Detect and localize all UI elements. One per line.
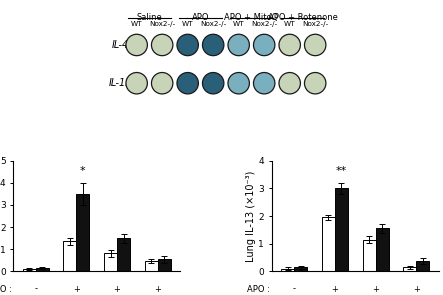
Circle shape (304, 34, 326, 56)
Text: -: - (293, 285, 295, 294)
Text: Saline: Saline (136, 13, 162, 22)
Circle shape (177, 73, 198, 94)
Circle shape (202, 73, 224, 94)
Bar (76, 194, 89, 271)
Circle shape (152, 34, 173, 56)
Text: WT: WT (131, 21, 142, 27)
Text: Nox2-/-: Nox2-/- (302, 21, 328, 27)
Circle shape (304, 73, 326, 94)
Circle shape (253, 73, 275, 94)
Text: +: + (73, 285, 80, 294)
Bar (335, 188, 348, 271)
Circle shape (253, 34, 275, 56)
Circle shape (152, 73, 173, 94)
Text: IL-13: IL-13 (109, 78, 132, 88)
Text: WT: WT (284, 21, 295, 27)
Circle shape (228, 34, 249, 56)
Text: -: - (34, 285, 37, 294)
Bar (416, 261, 429, 271)
Bar (23, 269, 36, 271)
Bar (322, 217, 335, 271)
Circle shape (126, 34, 148, 56)
Bar (117, 238, 130, 271)
Text: WT: WT (182, 21, 194, 27)
Bar (36, 268, 49, 271)
Bar (376, 229, 389, 271)
Text: +: + (154, 285, 161, 294)
Text: IL-4: IL-4 (112, 40, 129, 50)
Bar (63, 242, 76, 271)
Text: APO :: APO : (247, 285, 270, 294)
Bar (158, 259, 171, 271)
Text: **: ** (336, 166, 347, 176)
Circle shape (228, 73, 249, 94)
Bar (281, 269, 294, 271)
Bar (294, 267, 307, 271)
Circle shape (279, 34, 300, 56)
Text: Nox2-/-: Nox2-/- (149, 21, 175, 27)
Circle shape (279, 73, 300, 94)
Circle shape (202, 34, 224, 56)
Text: Nox2-/-: Nox2-/- (200, 21, 226, 27)
Text: APO + MitoQ: APO + MitoQ (224, 13, 279, 22)
Text: WT: WT (233, 21, 245, 27)
Text: APO: APO (192, 13, 209, 22)
Text: +: + (113, 285, 120, 294)
Circle shape (126, 73, 148, 94)
Text: +: + (413, 285, 420, 294)
Bar (362, 240, 376, 271)
Circle shape (177, 34, 198, 56)
Text: +: + (372, 285, 379, 294)
Text: *: * (80, 166, 85, 176)
Bar (145, 261, 158, 271)
Bar (403, 267, 416, 271)
Text: APO :: APO : (0, 285, 12, 294)
Text: +: + (331, 285, 338, 294)
Bar (104, 253, 117, 271)
Y-axis label: Lung IL-13 (×10⁻³): Lung IL-13 (×10⁻³) (245, 170, 256, 262)
Text: Nox2-/-: Nox2-/- (251, 21, 277, 27)
Text: APO + Rotenone: APO + Rotenone (268, 13, 338, 22)
